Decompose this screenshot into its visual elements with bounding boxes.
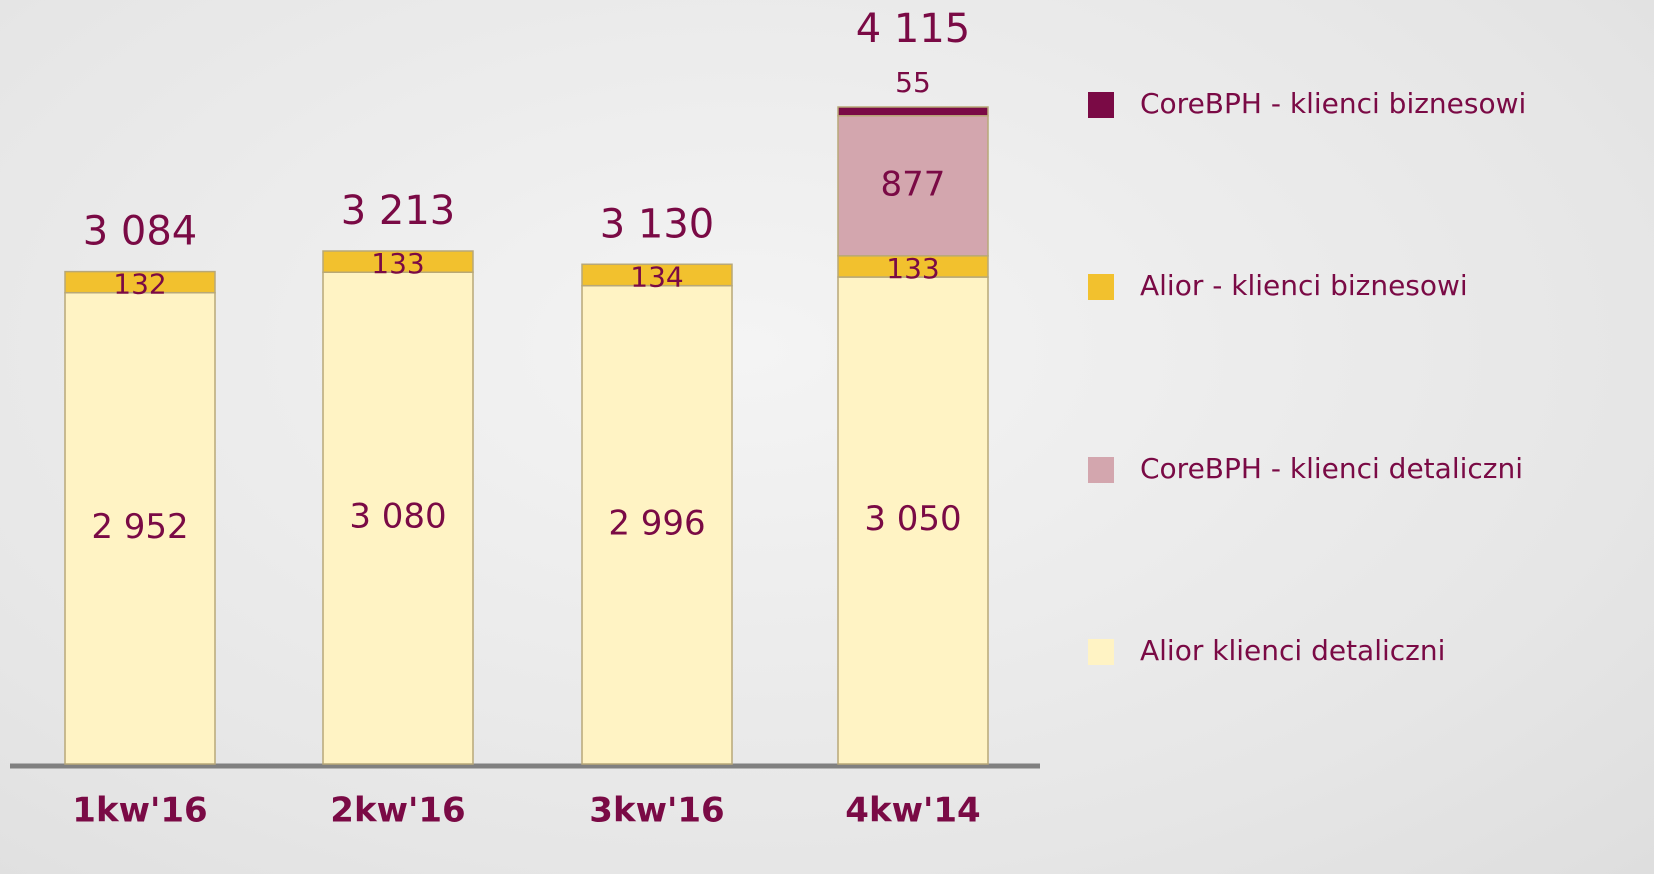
legend-label: CoreBPH - klienci detaliczni [1140, 452, 1523, 485]
bar-segment [837, 115, 989, 257]
legend-swatch [1088, 457, 1114, 483]
bar-segment [322, 250, 474, 273]
legend-swatch [1088, 639, 1114, 665]
total-label: 3 213 [341, 188, 456, 234]
value-label: 2 996 [608, 503, 705, 543]
bar-segment [837, 106, 989, 117]
bar-segment [581, 263, 733, 287]
bar-segment [322, 271, 474, 765]
total-label: 4 115 [856, 6, 971, 52]
x-tick-label: 1kw'16 [72, 791, 207, 831]
bar-segment [581, 284, 733, 765]
value-label: 55 [895, 66, 931, 99]
legend-label: Alior - klienci biznesowi [1140, 269, 1468, 302]
legend-label: CoreBPH - klienci biznesowi [1140, 87, 1526, 120]
total-label: 3 084 [83, 209, 198, 255]
value-label: 2 952 [91, 507, 188, 547]
x-tick-label: 2kw'16 [330, 791, 465, 831]
x-tick-label: 4kw'14 [845, 791, 980, 831]
value-label: 133 [371, 247, 424, 280]
legend-swatch [1088, 92, 1114, 118]
legend-swatch [1088, 274, 1114, 300]
bar-segment [837, 276, 989, 765]
total-label: 3 130 [600, 201, 715, 247]
bar-segment [64, 270, 216, 294]
value-label: 134 [630, 260, 683, 293]
bar-segment [64, 291, 216, 765]
x-tick-label: 3kw'16 [589, 791, 724, 831]
value-label: 133 [886, 252, 939, 285]
value-label: 3 080 [349, 497, 446, 537]
value-label: 132 [113, 268, 166, 301]
value-label: 3 050 [864, 499, 961, 539]
value-label: 877 [881, 164, 946, 204]
legend-label: Alior klienci detaliczni [1140, 634, 1445, 667]
